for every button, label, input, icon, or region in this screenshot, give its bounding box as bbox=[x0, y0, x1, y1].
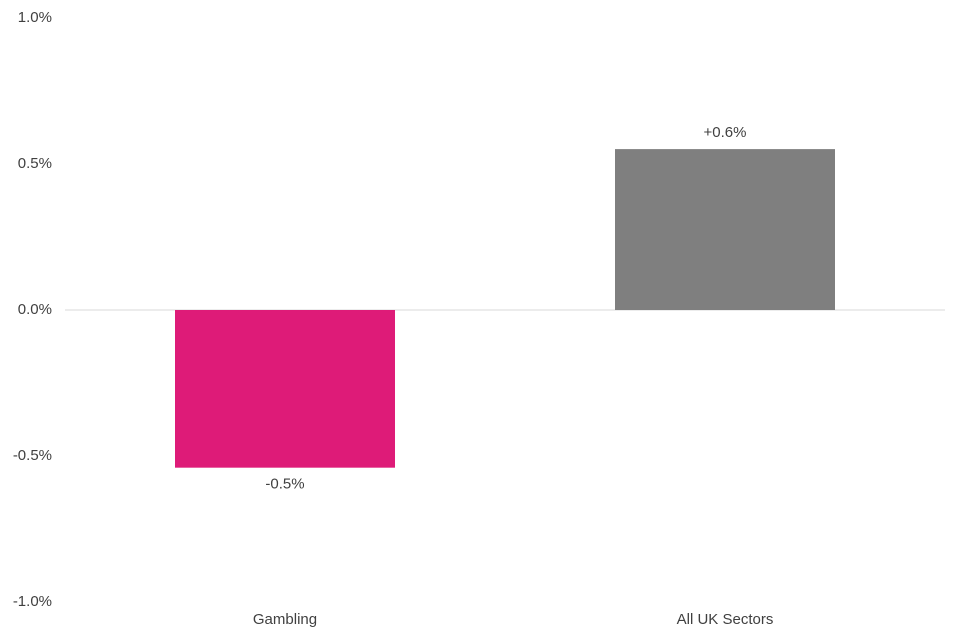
x-tick-label: All UK Sectors bbox=[677, 611, 774, 628]
bar bbox=[175, 310, 395, 468]
y-tick-label: -1.0% bbox=[13, 593, 52, 610]
y-tick-label: 1.0% bbox=[18, 9, 52, 26]
data-label: +0.6% bbox=[704, 124, 747, 141]
data-label: -0.5% bbox=[265, 476, 304, 493]
bar bbox=[615, 149, 835, 310]
y-tick-label: 0.0% bbox=[18, 301, 52, 318]
y-tick-label: 0.5% bbox=[18, 155, 52, 172]
y-tick-label: -0.5% bbox=[13, 447, 52, 464]
x-tick-label: Gambling bbox=[253, 611, 317, 628]
